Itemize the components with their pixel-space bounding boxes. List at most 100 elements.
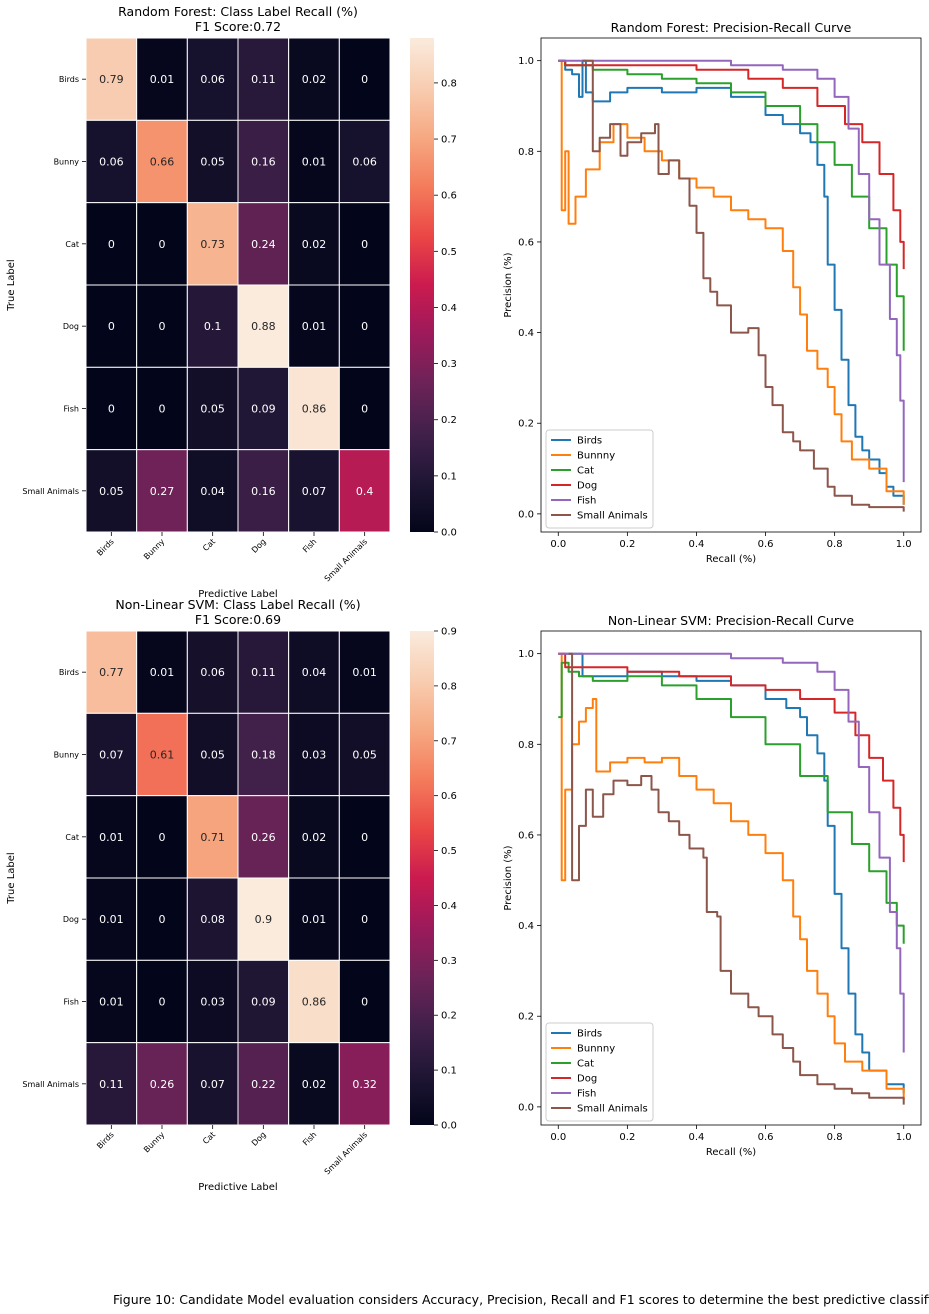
pr-series-line: [558, 59, 905, 483]
heatmap-cell: [85, 37, 138, 121]
heatmap-cell: [85, 630, 138, 714]
heatmap-cell: [85, 877, 138, 961]
colorbar: [410, 631, 434, 1125]
legend-label: Bunnny: [577, 1044, 615, 1055]
heatmap-cell-label: 0.06: [99, 156, 124, 169]
colorbar-tick-label: 0.1: [441, 471, 457, 482]
heatmap-cell-label: 0.02: [302, 238, 327, 251]
pr-title: Random Forest: Precision-Recall Curve: [611, 20, 852, 35]
colorbar: [410, 38, 434, 532]
heatmap-cell: [338, 202, 391, 286]
heatmap-cell-label: 0.06: [352, 156, 377, 169]
heatmap-cell-label: 0.04: [200, 485, 225, 498]
y-tick-label: 0.6: [518, 237, 534, 248]
heatmap-cell-label: 0.01: [99, 913, 124, 926]
heatmap-cell-label: 0.01: [302, 156, 327, 169]
heatmap-cell-label: 0.01: [150, 666, 175, 679]
heatmap-cell: [237, 284, 290, 368]
x-tick-label: 0.4: [689, 1132, 705, 1143]
pr-title: Non-Linear SVM: Precision-Recall Curve: [608, 613, 854, 628]
x-tick-label: Birds: [95, 1130, 116, 1151]
x-tick-label: 0.2: [619, 539, 635, 550]
colorbar-tick-label: 0.6: [441, 791, 457, 802]
x-tick-label: Small Animals: [323, 1130, 369, 1176]
x-tick-label: Dog: [250, 1130, 268, 1148]
x-tick-label: 0.6: [758, 1132, 774, 1143]
heatmap-cell-label: 0: [108, 238, 115, 251]
heatmap-cell: [237, 877, 290, 961]
heatmap-cell-label: 0.01: [302, 320, 327, 333]
heatmap-cell: [237, 712, 290, 797]
heatmap-cell-label: 0: [108, 403, 115, 416]
heatmap-cell: [136, 284, 188, 368]
heatmap-cell: [136, 1042, 188, 1126]
heatmap-cell: [237, 202, 290, 286]
x-tick-label: 0.4: [689, 539, 705, 550]
heatmap-cell-label: 0.02: [302, 1078, 327, 1091]
pr-series-line: [568, 652, 905, 1105]
heatmap-cell-label: 0.1: [204, 320, 222, 333]
pr-x-axis-label: Recall (%): [706, 1147, 756, 1158]
heatmap-y-axis-label: True Label: [6, 259, 17, 311]
pr-series-line: [558, 59, 905, 270]
x-tick-label: 0.0: [550, 1132, 566, 1143]
y-tick-label: Bunny: [54, 158, 80, 167]
x-tick-label: Bunny: [142, 537, 167, 562]
y-tick-label: Small Animals: [22, 1080, 79, 1089]
heatmap-cell-label: 0.77: [99, 666, 124, 679]
x-tick-label: Dog: [250, 537, 268, 555]
colorbar-tick-label: 0.4: [441, 901, 457, 912]
heatmap-cell-label: 0: [361, 913, 368, 926]
y-tick-label: 0.2: [518, 1012, 534, 1023]
legend-label: Dog: [577, 1074, 597, 1085]
heatmap-cell-label: 0.73: [200, 238, 225, 251]
heatmap-x-axis-label: Predictive Label: [198, 589, 277, 600]
y-tick-label: 1.0: [518, 649, 534, 660]
pr-series-line: [558, 59, 905, 351]
pr-chart-1: Random Forest: Precision-Recall Curve 0.0…: [503, 20, 922, 565]
heatmap-cell-label: 0.61: [150, 749, 175, 762]
heatmap-cell: [85, 712, 138, 797]
heatmap-cell: [136, 712, 188, 797]
heatmap-subtitle: F1 Score:0.72: [195, 19, 281, 34]
heatmap-cell-label: 0.06: [200, 73, 225, 86]
heatmap-x-axis-label: Predictive Label: [198, 1182, 277, 1193]
heatmap-cell-label: 0.26: [150, 1078, 175, 1091]
heatmap-cell-label: 0.06: [200, 666, 225, 679]
heatmap-cell: [338, 366, 391, 451]
heatmap-cell-label: 0: [361, 320, 368, 333]
heatmap-0: Random Forest: Class Label Recall (%)F1 …: [6, 4, 457, 600]
heatmap-cell-label: 0.86: [302, 403, 327, 416]
y-tick-label: 0.4: [518, 921, 534, 932]
heatmap-2: Non-Linear SVM: Class Label Recall (%)F1…: [6, 597, 457, 1193]
heatmap-cell-label: 0: [108, 320, 115, 333]
pr-series-line: [558, 661, 905, 944]
legend-label: Dog: [577, 481, 597, 492]
legend-label: Cat: [577, 466, 594, 477]
legend-label: Small Animals: [577, 511, 648, 522]
heatmap-cell-label: 0.01: [99, 831, 124, 844]
heatmap-cell-label: 0.32: [352, 1078, 377, 1091]
legend-label: Cat: [577, 1059, 594, 1070]
y-tick-label: 1.0: [518, 56, 534, 67]
y-tick-label: Birds: [59, 668, 79, 677]
heatmap-cell: [186, 37, 239, 121]
heatmap-cell-label: 0.16: [251, 485, 276, 498]
heatmap-cell-label: 0: [159, 831, 166, 844]
pr-series-line: [558, 59, 905, 505]
heatmap-cell: [186, 630, 239, 714]
x-tick-label: Cat: [201, 537, 217, 553]
heatmap-cell: [288, 284, 340, 368]
colorbar-tick-label: 0.7: [441, 736, 457, 747]
heatmap-cell: [237, 366, 290, 451]
heatmap-cell: [237, 37, 290, 121]
heatmap-cell: [338, 119, 391, 204]
x-tick-label: 0.8: [827, 1132, 843, 1143]
heatmap-cell-label: 0: [361, 238, 368, 251]
heatmap-cell-label: 0.04: [302, 666, 327, 679]
heatmap-y-axis-label: True Label: [6, 852, 17, 904]
heatmap-cell-label: 0.26: [251, 831, 276, 844]
heatmap-cell: [136, 37, 188, 121]
heatmap-cell-label: 0.05: [352, 749, 377, 762]
